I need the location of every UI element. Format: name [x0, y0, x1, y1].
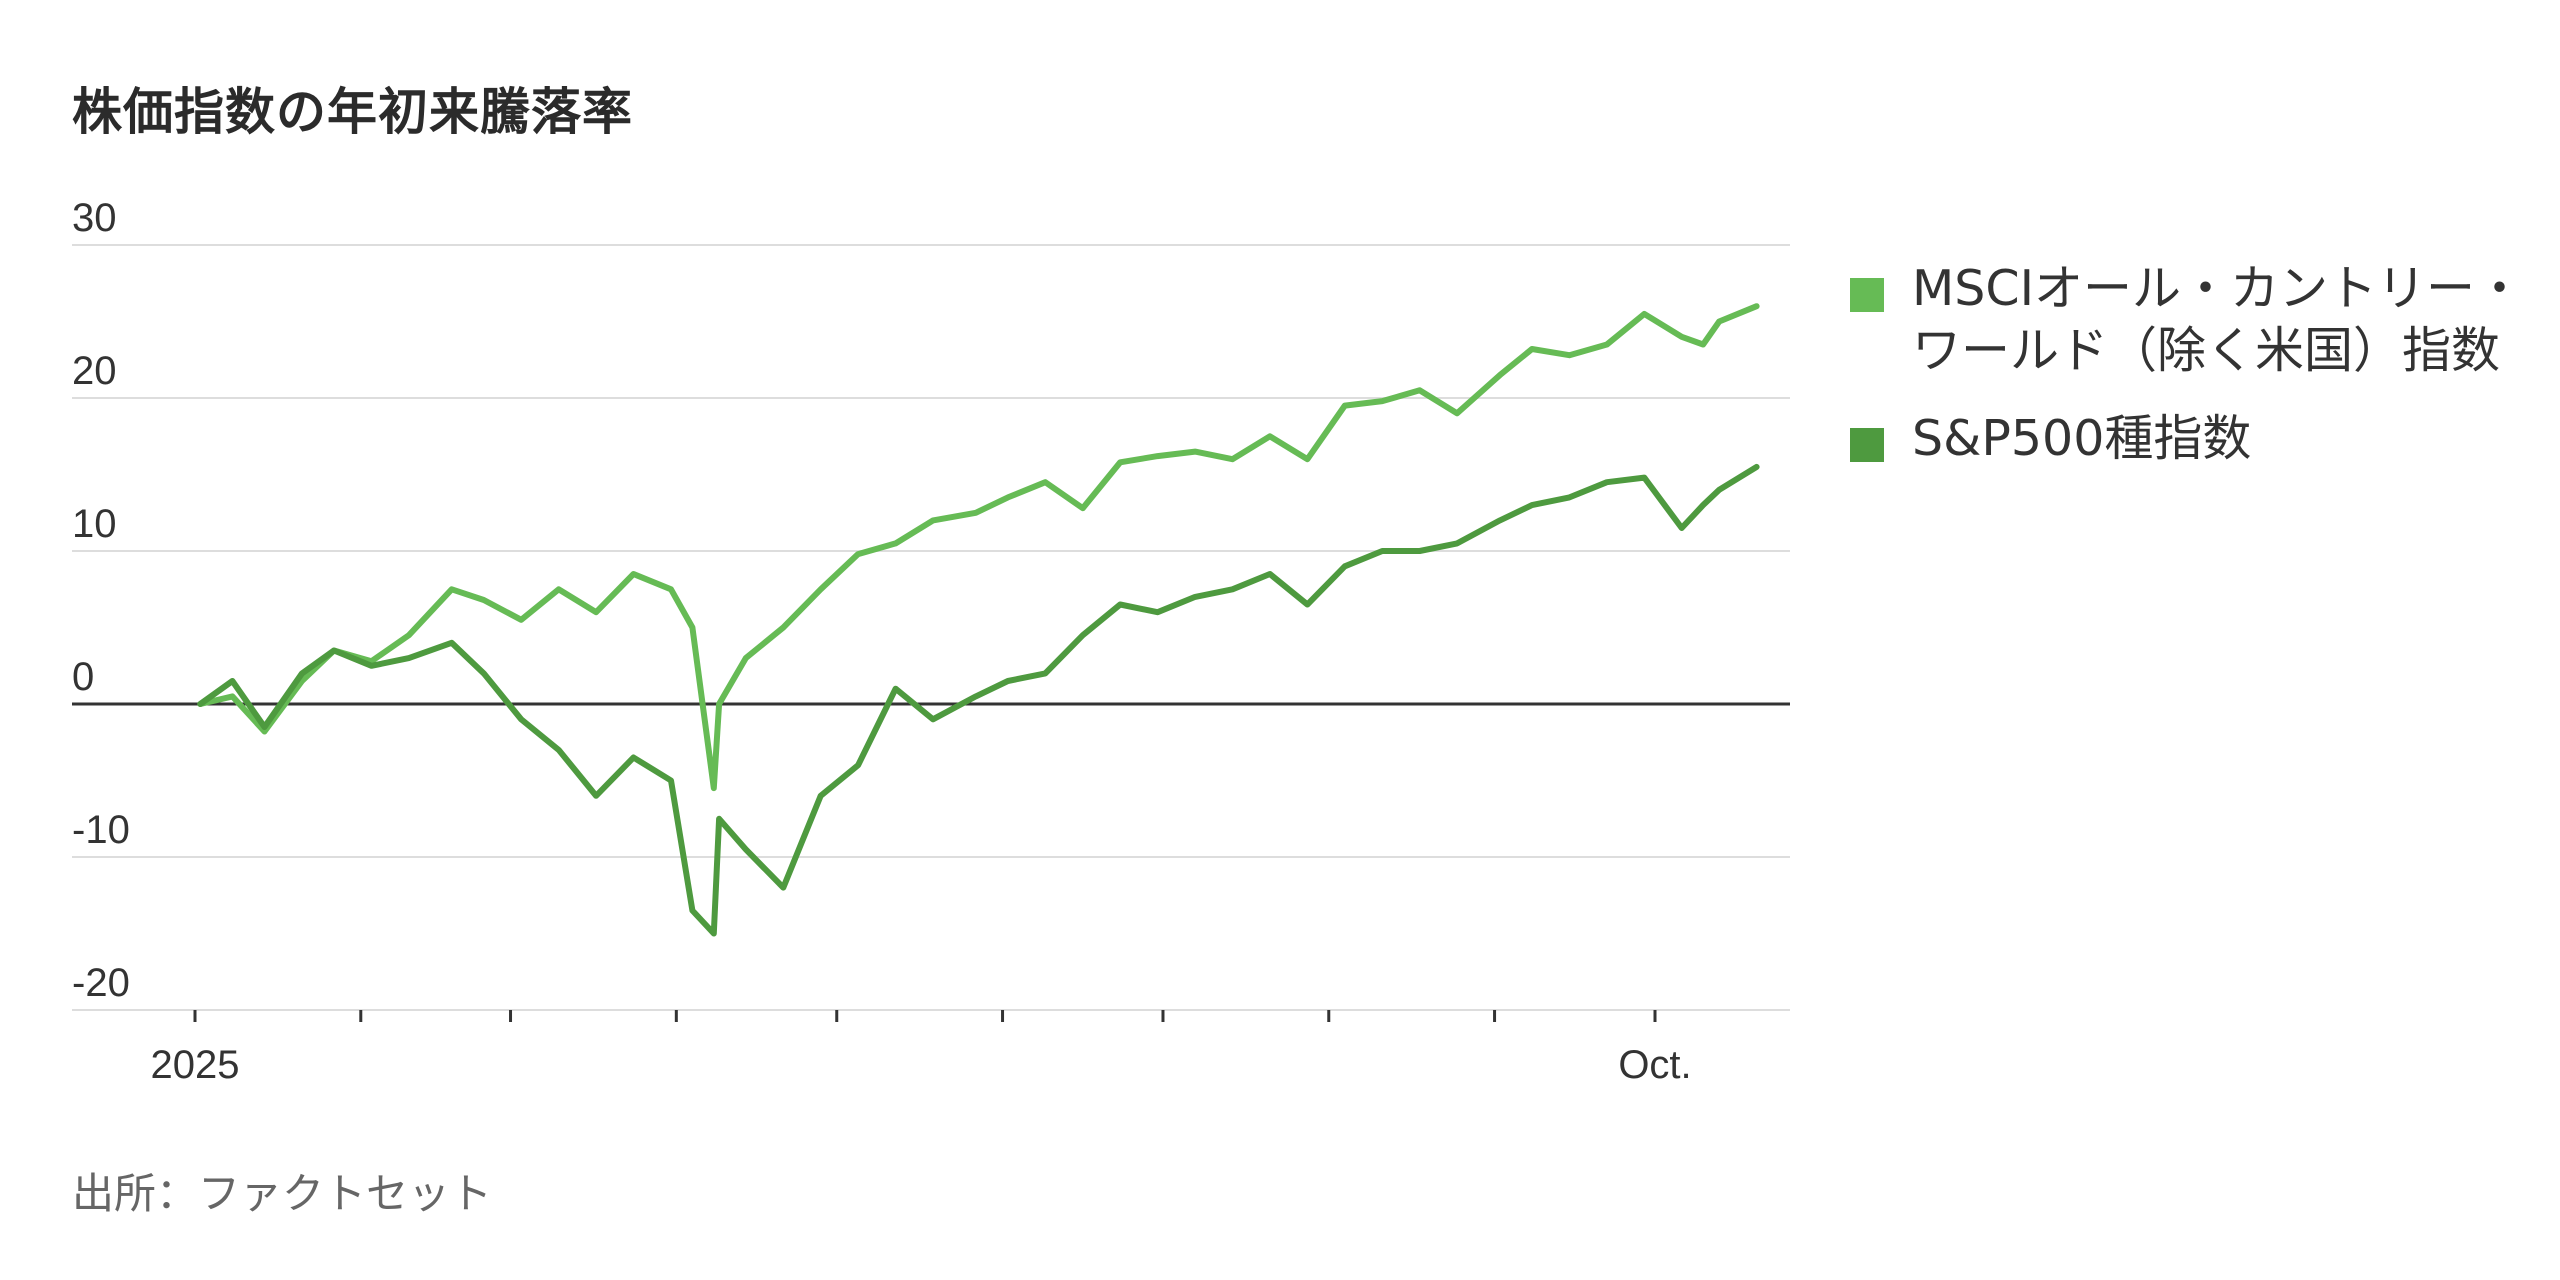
y-tick-label: 0 — [72, 655, 94, 699]
x-tick-label: Oct. — [1618, 1043, 1691, 1087]
series-line-msci — [197, 303, 1760, 792]
grid-lines — [72, 244, 1790, 1011]
source-note: 出所：ファクトセット — [72, 1169, 493, 1218]
y-tick-label: 20 — [72, 349, 117, 393]
legend-label-sp500: S&P500種指数 — [1912, 410, 2252, 467]
legend: MSCIオール・カントリー・ワールド（除く米国）指数 S&P500種指数 — [1850, 258, 2530, 496]
legend-item-sp500: S&P500種指数 — [1850, 408, 2530, 470]
y-tick-label: -10 — [72, 808, 130, 852]
legend-swatch-msci — [1850, 278, 1884, 312]
legend-label-msci: MSCIオール・カントリー・ワールド（除く米国）指数 — [1912, 260, 2525, 379]
series-lines — [197, 303, 1760, 937]
x-axis: 2025 Oct. — [151, 1010, 1692, 1087]
chart-title: 株価指数の年初来騰落率 — [72, 83, 633, 141]
legend-item-msci: MSCIオール・カントリー・ワールド（除く米国）指数 — [1850, 258, 2530, 382]
y-tick-label: 10 — [72, 502, 117, 546]
line-chart: 30 20 10 0 -10 -20 2025 Oct. — [72, 196, 1790, 1087]
legend-swatch-sp500 — [1850, 428, 1884, 462]
y-tick-label: 30 — [72, 196, 117, 240]
y-tick-label: -20 — [72, 961, 130, 1005]
y-axis-ticks: 30 20 10 0 -10 -20 — [72, 196, 130, 1005]
x-tick-label: 2025 — [151, 1043, 240, 1087]
series-line-sp500 — [197, 463, 1760, 937]
